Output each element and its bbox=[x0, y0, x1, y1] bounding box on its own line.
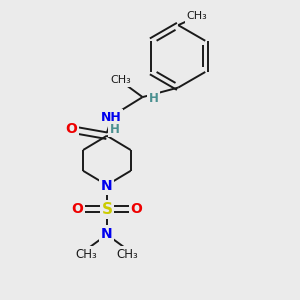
Text: CH₃: CH₃ bbox=[110, 75, 131, 85]
Text: CH₃: CH₃ bbox=[187, 11, 207, 21]
Text: O: O bbox=[71, 202, 83, 216]
Text: CH₃: CH₃ bbox=[117, 248, 139, 260]
Text: CH₃: CH₃ bbox=[75, 248, 97, 260]
Text: H: H bbox=[110, 123, 119, 136]
Text: N: N bbox=[101, 179, 113, 193]
Text: N: N bbox=[101, 227, 113, 241]
Text: H: H bbox=[149, 92, 159, 105]
Text: S: S bbox=[101, 202, 112, 217]
Text: O: O bbox=[131, 202, 142, 216]
Text: NH: NH bbox=[100, 111, 121, 124]
Text: O: O bbox=[65, 122, 77, 136]
